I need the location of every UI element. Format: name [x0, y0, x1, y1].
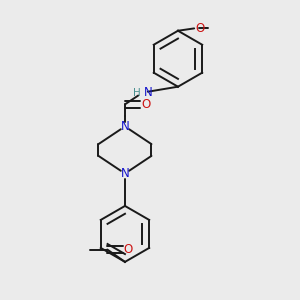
Text: H: H: [133, 88, 140, 98]
Text: O: O: [142, 98, 151, 111]
Text: N: N: [144, 86, 153, 99]
Text: N: N: [121, 120, 129, 133]
Text: O: O: [124, 243, 133, 256]
Text: O: O: [195, 22, 204, 35]
Text: N: N: [121, 167, 129, 180]
